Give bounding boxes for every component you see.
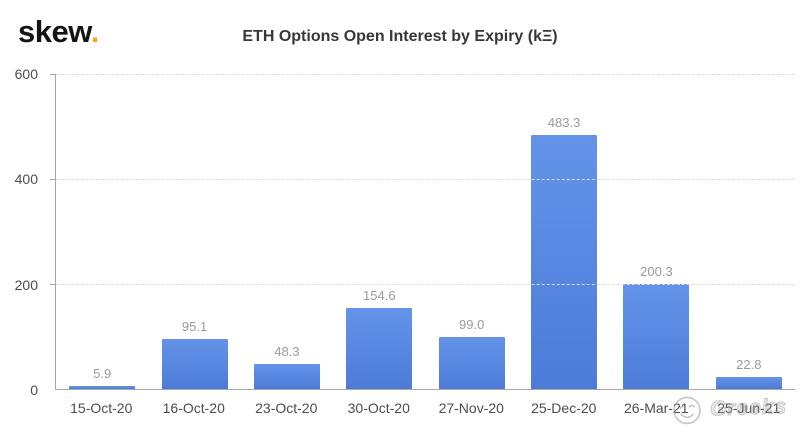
bar-slot: 154.6	[333, 74, 425, 389]
plot-area: 5.9 95.1 48.3 154.6 99.0 483.3 200.3 22.8	[50, 74, 795, 390]
bar	[69, 385, 136, 389]
bar-slot: 22.8	[703, 74, 795, 389]
bar	[531, 135, 598, 389]
x-tick-label: 27-Nov-20	[438, 400, 504, 416]
bar-value-label: 99.0	[459, 317, 485, 333]
x-tick-label: 25-Jun-21	[717, 400, 781, 416]
bar-value-label: 48.3	[274, 343, 300, 359]
y-tick-label: 400	[14, 171, 38, 188]
bar-value-label: 154.6	[363, 287, 396, 303]
bar-slot: 483.3	[518, 74, 610, 389]
bar-slot: 200.3	[610, 74, 702, 389]
x-tick-label: 25-Dec-20	[531, 400, 597, 416]
y-tick-label: 600	[14, 66, 38, 82]
bar	[715, 377, 782, 389]
bar-slot: 48.3	[241, 74, 333, 389]
bar	[346, 307, 413, 389]
bar-value-label: 95.1	[181, 319, 208, 335]
bars-row: 5.9 95.1 48.3 154.6 99.0 483.3 200.3 22.8	[56, 74, 795, 389]
bar-slot: 99.0	[426, 74, 518, 389]
bar-slot: 95.1	[148, 74, 240, 389]
logo-dot: .	[90, 14, 100, 49]
bar-value-label: 22.8	[736, 357, 762, 373]
bar	[623, 283, 690, 389]
y-tick-label: 200	[14, 276, 38, 293]
chart-title: ETH Options Open Interest by Expiry (kΞ)	[242, 28, 558, 45]
gridline	[56, 74, 795, 75]
x-axis-labels: 15-Oct-20 16-Oct-20 23-Oct-20 30-Oct-20 27-N…	[55, 400, 795, 416]
y-axis-labels: 0 200 400 600	[0, 66, 46, 398]
y-tick-label: 0	[30, 382, 38, 398]
bar-slot: 5.9	[56, 74, 148, 389]
x-tick-label: 15-Oct-20	[70, 400, 133, 416]
bar	[253, 363, 320, 389]
y-tick-mark	[50, 74, 56, 75]
bar	[438, 337, 505, 389]
bar	[161, 339, 228, 389]
x-tick-label: 26-Mar-21	[623, 400, 689, 416]
x-tick-label: 30-Oct-20	[347, 400, 410, 416]
bar-value-label: 200.3	[640, 263, 673, 279]
gridline	[56, 179, 795, 180]
y-tick-mark	[50, 179, 56, 180]
x-tick-label: 23-Oct-20	[255, 400, 318, 416]
skew-logo: skew.	[18, 14, 99, 50]
y-tick-mark	[50, 284, 56, 285]
gridline	[56, 284, 795, 285]
bar-value-label: 483.3	[547, 115, 581, 131]
x-tick-label: 16-Oct-20	[162, 400, 225, 416]
logo-text: skew	[18, 14, 91, 49]
bar-value-label: 5.9	[93, 365, 112, 381]
